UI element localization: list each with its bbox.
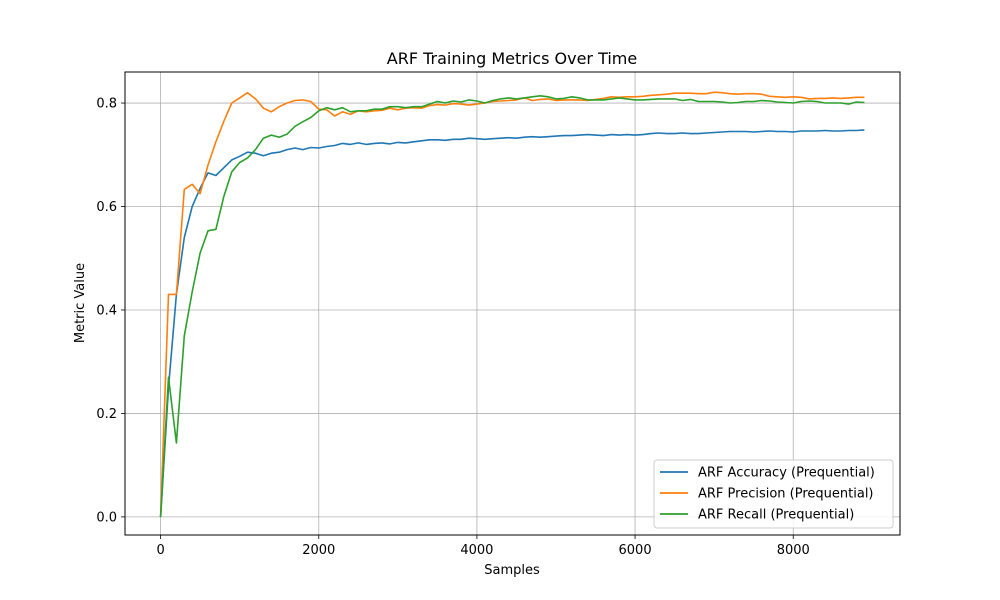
- legend-frame: [653, 459, 894, 529]
- series-line: [159, 91, 865, 517]
- plot-frame: [124, 71, 901, 536]
- x-tick-label: 0: [156, 543, 164, 558]
- x-tick-label: 8000: [777, 543, 810, 558]
- grid: [125, 72, 900, 535]
- x-tick-label: 6000: [619, 543, 652, 558]
- y-tick-label: 0.4: [96, 303, 117, 318]
- y-tick-label: 0.8: [96, 97, 117, 112]
- legend-entry-label: ARF Precision (Prequential): [698, 487, 874, 502]
- legend-entry-label: ARF Accuracy (Prequential): [698, 466, 875, 481]
- series-line: [159, 129, 865, 517]
- y-axis-label: Metric Value: [73, 263, 88, 343]
- series-line: [159, 95, 865, 517]
- legend-entry-label: ARF Recall (Prequential): [698, 508, 854, 523]
- plot-area: [125, 72, 900, 535]
- x-tick-label: 2000: [302, 543, 335, 558]
- y-tick-label: 0.2: [96, 407, 117, 422]
- legend: ARF Accuracy (Prequential) ARF Precision …: [653, 459, 894, 529]
- x-axis-label: Samples: [484, 563, 540, 578]
- chart-title: ARF Training Metrics Over Time: [387, 49, 637, 68]
- ticks: 0 2000 4000 6000 8000 0.0 0.2 0.4 0.6 0.8: [96, 97, 809, 558]
- x-tick-label: 4000: [460, 543, 493, 558]
- series-layer: [159, 91, 865, 517]
- y-tick-label: 0.6: [96, 200, 117, 215]
- y-tick-label: 0.0: [96, 510, 117, 525]
